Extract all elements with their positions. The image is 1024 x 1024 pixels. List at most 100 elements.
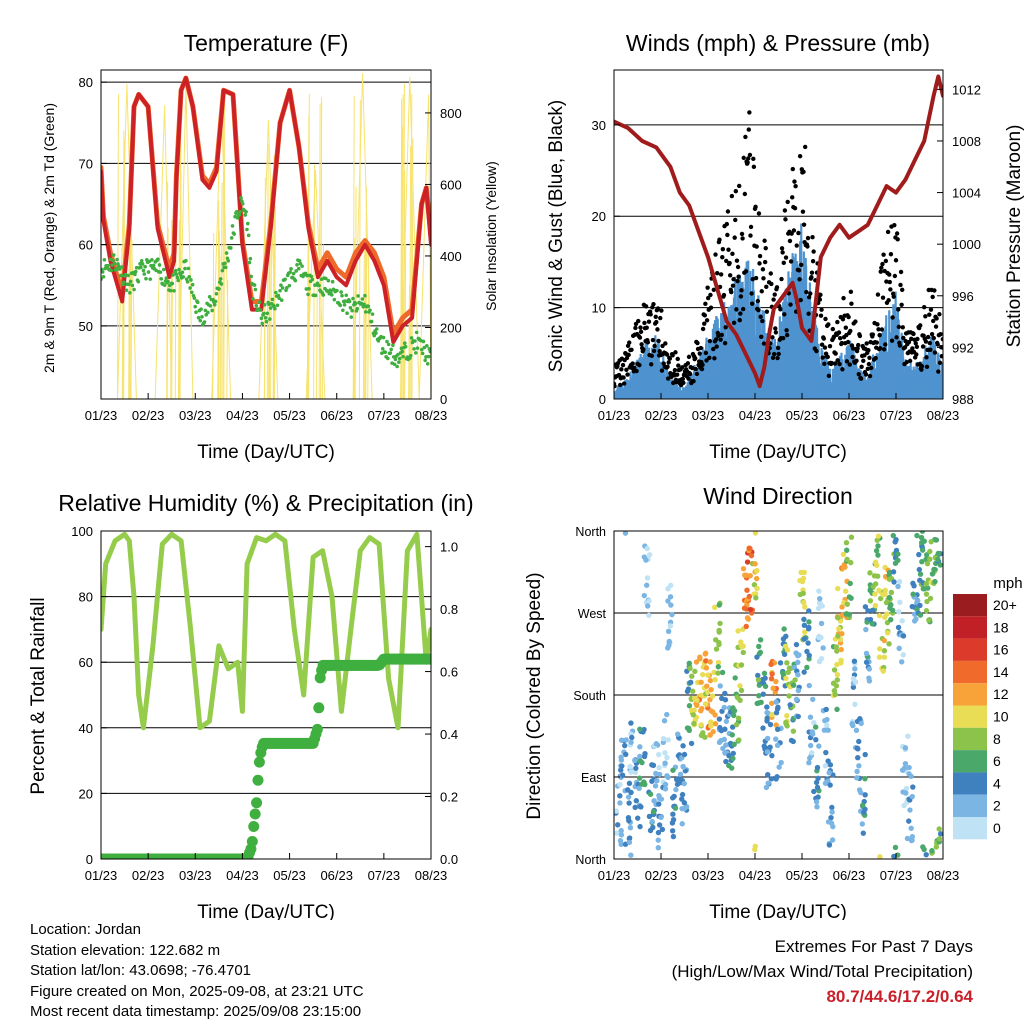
gust-point [756, 211, 762, 216]
direction-points [614, 531, 943, 859]
direction-point [892, 844, 899, 851]
direction-point [627, 824, 634, 831]
direction-point [668, 602, 674, 608]
dewpoint-point [139, 259, 144, 263]
direction-point [732, 675, 738, 681]
direction-point [807, 742, 814, 749]
direction-point [719, 669, 726, 676]
direction-point [753, 595, 759, 601]
direction-point [641, 592, 647, 599]
direction-point [927, 548, 933, 555]
gust-point [717, 237, 722, 242]
gust-point [806, 294, 812, 300]
recent-timestamp: Most recent data timestamp: 2025/09/08 2… [30, 1003, 362, 1020]
gust-point [761, 341, 767, 346]
gust-point [772, 292, 777, 297]
direction-point [890, 569, 897, 575]
gust-point [730, 251, 735, 257]
y2-tick-label: 200 [440, 320, 462, 335]
direction-point [667, 582, 674, 589]
extremes-heading: Extremes For Past 7 Days [774, 937, 973, 956]
direction-point [658, 814, 664, 820]
gust-point [775, 355, 780, 361]
direction-point [919, 547, 926, 553]
direction-point [913, 616, 919, 622]
x-tick-label: 04/23 [226, 868, 259, 883]
legend-swatch [953, 794, 987, 817]
gust-point [927, 312, 932, 317]
direction-point [928, 538, 934, 545]
direction-point [726, 762, 732, 769]
direction-point [646, 598, 652, 604]
direction-point [670, 811, 676, 817]
direction-point [896, 609, 902, 615]
direction-point [802, 629, 808, 635]
direction-point [665, 598, 671, 604]
direction-point [764, 749, 771, 755]
direction-point [639, 759, 645, 766]
direction-point [843, 539, 850, 546]
legend-label: 4 [993, 775, 1001, 791]
direction-point [917, 612, 924, 618]
x-tick-label: 05/23 [786, 868, 819, 883]
direction-point [768, 661, 774, 668]
gust-point [745, 160, 750, 165]
direction-point [702, 701, 709, 707]
direction-point [764, 715, 771, 721]
direction-point [755, 677, 762, 683]
gust-point [809, 270, 815, 275]
gust-point [770, 335, 775, 340]
dewpoint-point [247, 260, 252, 265]
direction-point [835, 585, 841, 592]
direction-point [752, 561, 758, 567]
direction-point [790, 728, 797, 734]
gust-point [673, 350, 678, 355]
gust-point [932, 350, 938, 355]
x-tick-label: 02/23 [132, 868, 165, 883]
gust-point [878, 269, 883, 274]
direction-point [839, 604, 845, 610]
y2-tick-label: 800 [440, 106, 462, 121]
direction-point [681, 780, 687, 787]
gust-point [755, 298, 761, 304]
direction-point [869, 607, 876, 614]
dewpoint-point [217, 287, 221, 291]
solar-spike [220, 182, 223, 399]
direction-point [764, 704, 770, 710]
direction-point [818, 620, 825, 627]
gust-point [938, 331, 943, 337]
gust-point [790, 166, 795, 172]
dewpoint-point [265, 311, 270, 316]
gust-point [645, 340, 651, 345]
dewpoint-point [270, 297, 275, 302]
direction-point [881, 654, 888, 660]
direction-point [746, 593, 753, 600]
dewpoint-point [124, 288, 129, 293]
gust-point [773, 326, 778, 331]
gust-point [836, 330, 842, 335]
solar-spike [352, 95, 355, 399]
direction-point [756, 643, 762, 650]
direction-point [754, 700, 760, 707]
dewpoint-point [254, 303, 259, 308]
direction-point [669, 828, 676, 834]
y-tick-label: North [575, 853, 606, 867]
gust-point [773, 330, 779, 335]
y2-tick-label: 0.4 [440, 727, 458, 742]
gust-point [700, 362, 705, 368]
gust-point [835, 358, 841, 363]
dewpoint-point [187, 275, 192, 279]
gust-point [636, 318, 641, 324]
dewpoint-point [425, 344, 429, 348]
dewpoint-point [300, 264, 304, 268]
dewpoint-point [192, 296, 197, 300]
x-tick-label: 03/23 [179, 408, 212, 423]
direction-point [914, 598, 921, 604]
direction-point [914, 532, 920, 539]
gust-point [718, 337, 723, 342]
direction-point [721, 736, 727, 743]
direction-point [656, 765, 662, 771]
gust-point [762, 259, 768, 265]
gust-point [866, 348, 871, 353]
gust-point [892, 273, 898, 279]
